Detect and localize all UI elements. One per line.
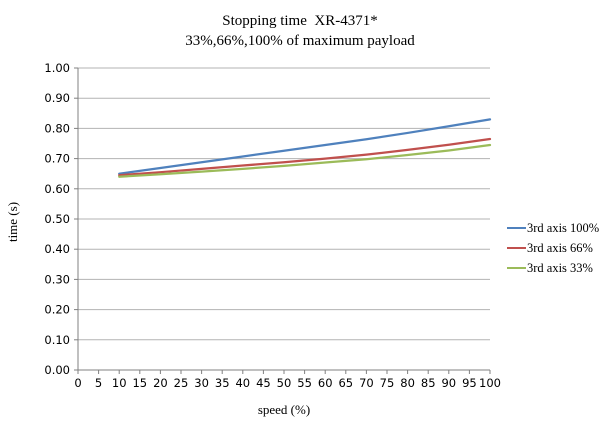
y-tick-label: 0.40 [44,242,70,256]
y-tick-label: 1.00 [44,61,70,75]
x-tick-label: 75 [380,376,395,390]
y-tick-label: 0.10 [44,333,70,347]
x-tick-label: 5 [95,376,102,390]
legend-line-swatch [507,226,526,230]
legend-item: 3rd axis 100% [507,218,599,238]
y-axis-title: time (s) [5,201,20,243]
y-tick-label: 0.30 [44,272,70,286]
x-tick-label: 20 [153,376,168,390]
x-tick-label: 70 [359,376,374,390]
x-tick-label: 90 [441,376,456,390]
y-tick-label: 0.50 [44,212,70,226]
y-tick-label: 0.90 [44,91,70,105]
legend-label: 3rd axis 66% [527,240,593,255]
x-tick-label: 60 [318,376,333,390]
legend-line-swatch [507,266,526,270]
x-tick-label: 10 [112,376,127,390]
legend-label: 3rd axis 100% [527,220,600,235]
y-tick-label: 0.00 [44,363,70,377]
data-line-3rd-axis-66- [118,137,492,177]
x-tick-label: 50 [277,376,292,390]
legend-item: 3rd axis 33% [507,258,599,278]
x-axis-title: speed (%) [257,402,311,417]
x-tick-label: 80 [400,376,415,390]
x-tick-label: 15 [132,376,147,390]
x-tick-label: 45 [256,376,271,390]
y-tick-label: 0.80 [44,121,70,135]
x-tick-label: 30 [194,376,209,390]
legend-line-swatch [507,246,526,250]
data-line-3rd-axis-33- [118,143,492,178]
x-tick-label: 0 [74,376,81,390]
x-tick-label: 25 [174,376,189,390]
legend-label: 3rd axis 33% [527,260,593,275]
y-tick-label: 0.70 [44,152,70,166]
chart-subtitle: 33%,66%,100% of maximum payload [185,33,415,49]
legend: 3rd axis 100% 3rd axis 66% 3rd axis 33% [507,218,599,278]
x-tick-label: 55 [297,376,312,390]
x-tick-label: 40 [235,376,250,390]
legend-item: 3rd axis 66% [507,238,599,258]
x-tick-label: 35 [215,376,230,390]
data-line-3rd-axis-100- [118,118,492,175]
y-tick-label: 0.60 [44,182,70,196]
chart-title: Stopping time XR-4371* [222,13,378,29]
x-tick-label: 100 [479,376,501,390]
y-tick-label: 0.20 [44,303,70,317]
x-tick-label: 85 [421,376,436,390]
x-tick-label: 95 [462,376,477,390]
x-tick-label: 65 [338,376,353,390]
